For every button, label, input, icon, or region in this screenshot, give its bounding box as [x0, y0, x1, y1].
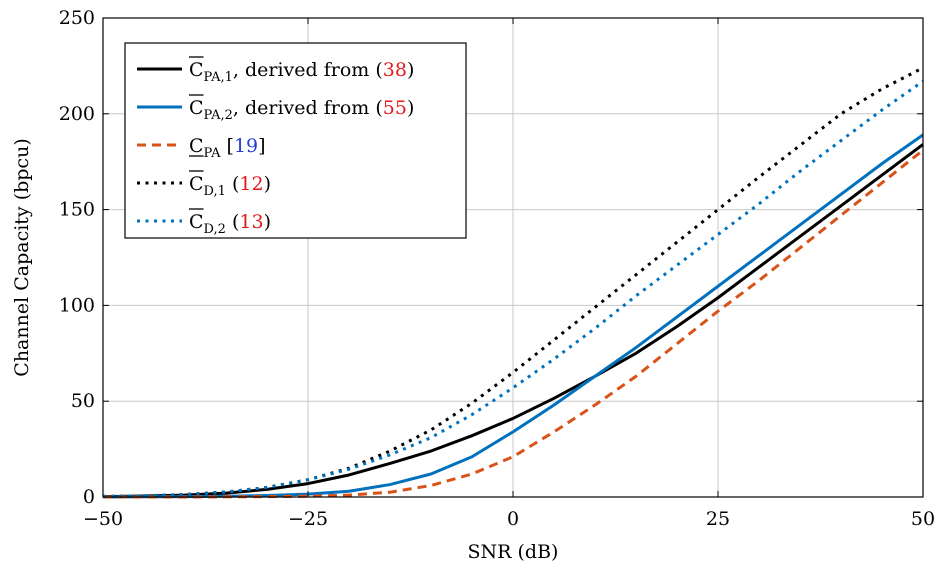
x-tick-label-3: 25 — [706, 508, 730, 530]
legend-subscript-0: PA,1 — [204, 70, 233, 85]
legend-ref-3[interactable]: 12 — [239, 173, 263, 195]
legend-subscript-4: D,2 — [204, 222, 226, 237]
legend: CPA,1, derived from (38)CPA,2, derived f… — [124, 42, 467, 239]
y-tick-label-2: 100 — [59, 294, 95, 316]
legend-text-0: , derived from ( — [233, 59, 383, 81]
legend-label-1: CPA,2, derived from (55) — [189, 97, 414, 123]
legend-text-3: ( — [226, 173, 239, 195]
legend-text-2: [ — [221, 135, 234, 157]
legend-label-4: CD,2 (13) — [189, 211, 271, 237]
series-line-4 — [102, 80, 924, 498]
legend-subscript-1: PA,2 — [204, 108, 233, 123]
x-tick-label-1: −25 — [288, 508, 328, 530]
y-tick-label-4: 200 — [59, 103, 95, 125]
legend-subscript-2: PA — [204, 146, 222, 161]
y-tick-label-1: 50 — [71, 390, 95, 412]
x-axis-title: SNR (dB) — [468, 541, 559, 563]
legend-subscript-3: D,1 — [204, 184, 226, 199]
legend-symbol-0: C — [189, 59, 204, 81]
legend-label-3: CD,1 (12) — [189, 173, 271, 199]
legend-close-4: ) — [264, 211, 271, 233]
legend-symbol-1: C — [189, 97, 204, 119]
y-axis-title: Channel Capacity (bpcu) — [11, 138, 33, 376]
x-tick-label-4: 50 — [911, 508, 935, 530]
y-tick-label-0: 0 — [83, 486, 95, 508]
x-tick-label-2: 0 — [507, 508, 519, 530]
legend-ref-0[interactable]: 38 — [383, 59, 407, 81]
legend-close-0: ) — [407, 59, 414, 81]
legend-ref-2[interactable]: 19 — [234, 135, 258, 157]
legend-text-4: ( — [226, 211, 239, 233]
legend-close-1: ) — [407, 97, 414, 119]
legend-label-2: CPA [19] — [189, 135, 266, 161]
tick-labels: −50 −25 0 25 50 0 50 100 150 200 250 — [59, 7, 935, 530]
legend-symbol-2: C — [189, 135, 204, 157]
legend-text-1: , derived from ( — [233, 97, 383, 119]
legend-ref-4[interactable]: 13 — [239, 211, 263, 233]
legend-close-2: ] — [258, 135, 265, 157]
legend-ref-1[interactable]: 55 — [383, 97, 407, 119]
y-tick-label-5: 250 — [59, 7, 95, 29]
legend-box — [124, 42, 467, 239]
legend-label-0: CPA,1, derived from (38) — [189, 59, 414, 85]
legend-close-3: ) — [264, 173, 271, 195]
tick-marks — [102, 17, 924, 498]
legend-symbol-3: C — [189, 173, 204, 195]
x-tick-label-0: −50 — [83, 508, 123, 530]
legend-symbol-4: C — [189, 211, 204, 233]
y-tick-label-3: 150 — [59, 199, 95, 221]
